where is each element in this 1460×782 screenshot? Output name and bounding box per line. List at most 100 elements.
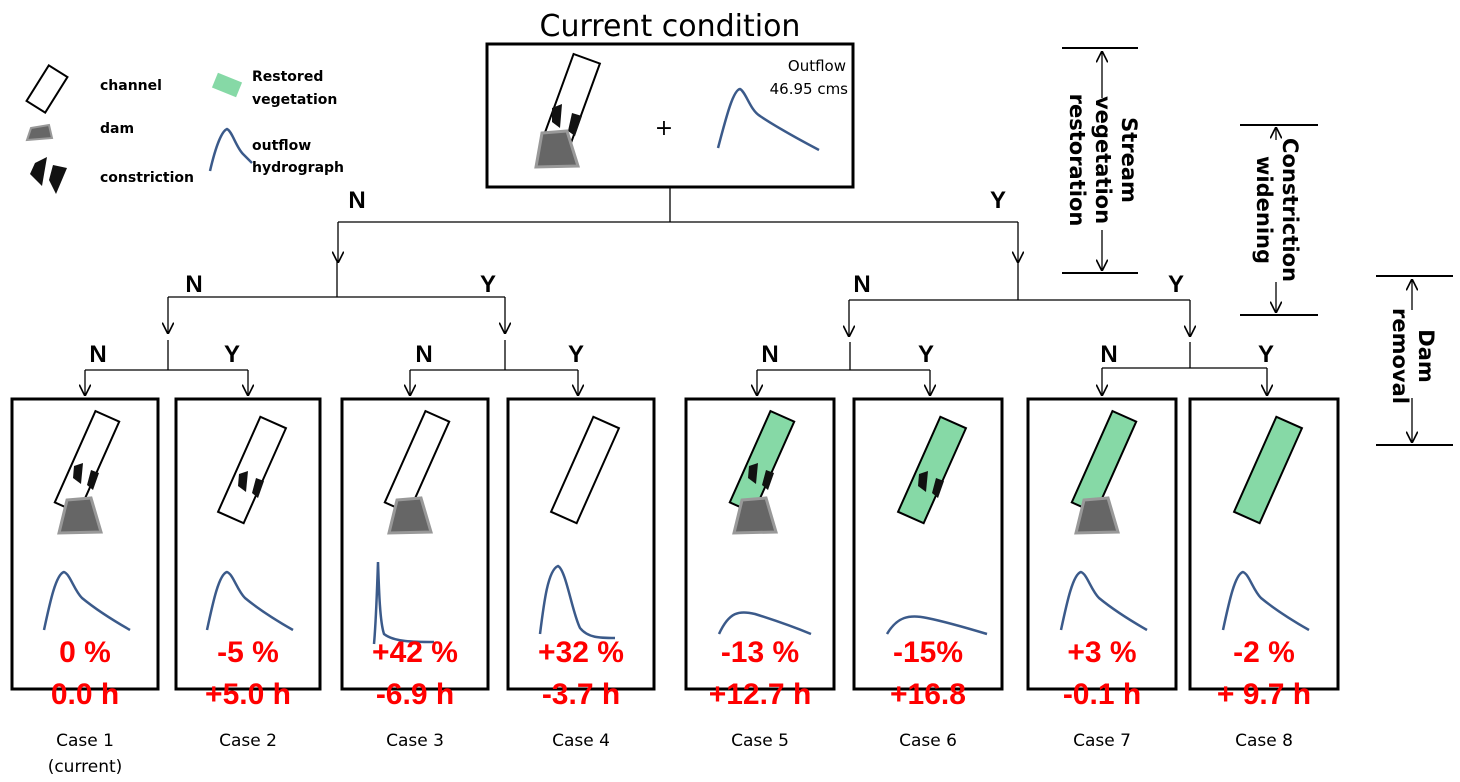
legend-vegetation-label: vegetation — [252, 92, 337, 108]
axis-dam-line2: removal — [1388, 308, 1412, 404]
case-4-hydrograph-icon — [538, 564, 616, 640]
level2-no-label-1: N — [185, 271, 202, 298]
axis-constriction-line2: widening — [1252, 156, 1276, 264]
case-4-time-change: -3.7 h — [542, 678, 620, 711]
case-1-label: Case 1 — [56, 731, 114, 751]
case-5-hydrograph-icon — [717, 611, 812, 636]
case-6-time-change: +16.8 — [890, 678, 966, 711]
case-6-box: -15% +16.8 — [852, 397, 1004, 711]
case-8-peak-change: -2 % — [1233, 636, 1295, 669]
legend-restored-label: Restored — [252, 69, 323, 85]
case-2-hydrograph-icon — [205, 570, 294, 632]
axis-dam-removal: Dam removal — [1376, 275, 1453, 446]
case-2-channel-icon — [216, 415, 288, 525]
level2-yes-label-2: Y — [1168, 271, 1184, 298]
level2-no-label-2: N — [853, 271, 870, 298]
level3-no-label-2: N — [415, 341, 432, 368]
axis-stream-line1: Stream — [1117, 117, 1141, 203]
dam-icon — [25, 123, 54, 142]
channel-icon — [25, 63, 69, 115]
case-1-dam-icon — [57, 496, 103, 535]
level1-no-label: N — [348, 187, 365, 214]
case-1-constriction-icon — [73, 463, 99, 490]
legend: channel dam constriction Restored vegeta… — [25, 63, 344, 194]
case-7-dam-icon — [1074, 496, 1120, 535]
legend-channel-label: channel — [100, 78, 162, 94]
axis-stream-line3: restoration — [1065, 94, 1089, 227]
case-1-time-change: 0.0 h — [51, 678, 119, 711]
vegetation-icon — [211, 72, 243, 98]
axis-constriction-widening: Constriction widening — [1240, 124, 1318, 316]
level3-no-label-4: N — [1100, 341, 1117, 368]
tree-connectors — [85, 187, 1267, 395]
legend-constriction-label: constriction — [100, 170, 194, 186]
case-2-label: Case 2 — [219, 731, 277, 751]
level3-yes-label-1: Y — [224, 341, 240, 368]
branch-labels: N Y N Y N Y N Y N Y N Y N Y — [89, 187, 1274, 368]
axis-constriction-line1: Constriction — [1278, 138, 1302, 282]
case-5-peak-change: -13 % — [721, 636, 799, 669]
legend-hydrograph-label: hydrograph — [252, 160, 344, 176]
case-7-peak-change: +3 % — [1067, 636, 1136, 669]
case-6-channel-icon — [896, 415, 968, 525]
case-5-constriction-icon — [748, 463, 774, 490]
case-7-label: Case 7 — [1073, 731, 1131, 751]
case-7-time-change: -0.1 h — [1063, 678, 1141, 711]
constriction-icon — [30, 157, 67, 194]
case-7-hydrograph-icon — [1059, 570, 1148, 632]
case-8-hydrograph-icon — [1221, 570, 1310, 632]
case-3-label: Case 3 — [386, 731, 444, 751]
case-2-box: -5 % +5.0 h — [174, 397, 322, 711]
level2-yes-label-1: Y — [480, 271, 496, 298]
case-4-label: Case 4 — [552, 731, 610, 751]
case-3-time-change: -6.9 h — [376, 678, 454, 711]
case-4-channel-icon — [549, 415, 621, 525]
case-1-peak-change: 0 % — [59, 636, 111, 669]
case-6-label: Case 6 — [899, 731, 957, 751]
diagram-title: Current condition — [540, 9, 801, 44]
case-1-hydrograph-icon — [42, 570, 131, 632]
case-7-box: +3 % -0.1 h — [1026, 397, 1178, 711]
case-8-box: -2 % + 9.7 h — [1188, 397, 1340, 711]
case-3-box: +42 % -6.9 h — [340, 397, 490, 711]
case-5-label: Case 5 — [731, 731, 789, 751]
case-6-peak-change: -15% — [893, 636, 963, 669]
current-plus: + — [655, 116, 673, 141]
legend-dam-label: dam — [100, 121, 134, 137]
case-6-constriction-icon — [918, 471, 944, 498]
case-6-hydrograph-icon — [885, 615, 988, 636]
case-1-sublabel: (current) — [48, 757, 123, 777]
case-4-peak-change: +32 % — [538, 636, 624, 669]
axis-dam-line1: Dam — [1414, 329, 1438, 382]
case-3-peak-change: +42 % — [372, 636, 458, 669]
case-2-constriction-icon — [238, 471, 264, 498]
current-condition-box: + Outflow 46.95 cms — [485, 42, 855, 189]
level1-yes-label: Y — [990, 187, 1006, 214]
case-3-dam-icon — [387, 496, 433, 535]
cases: 0 % 0.0 h Case 1 (current) -5 % +5.0 h Case 2 +… — [10, 397, 1340, 777]
legend-outflow-label: outflow — [252, 138, 311, 154]
case-8-time-change: + 9.7 h — [1217, 678, 1311, 711]
level3-yes-label-3: Y — [918, 341, 934, 368]
level3-no-label-1: N — [89, 341, 106, 368]
current-outflow-label: Outflow — [788, 57, 846, 75]
case-5-time-change: +12.7 h — [709, 678, 812, 711]
current-outflow-value: 46.95 cms — [770, 80, 849, 98]
level3-no-label-3: N — [761, 341, 778, 368]
case-2-time-change: +5.0 h — [205, 678, 291, 711]
case-4-box: +32 % -3.7 h — [506, 397, 656, 711]
case-5-box: -13 % +12.7 h — [684, 397, 836, 711]
case-1-box: 0 % 0.0 h — [10, 397, 160, 711]
current-dam-icon — [534, 129, 581, 169]
hydrograph-icon — [208, 127, 253, 172]
level3-yes-label-2: Y — [568, 341, 584, 368]
case-2-peak-change: -5 % — [217, 636, 279, 669]
current-constriction-icon — [552, 104, 582, 136]
axis-stream-vegetation: Stream vegetation restoration — [1062, 47, 1141, 274]
axis-stream-line2: vegetation — [1091, 96, 1115, 224]
case-3-hydrograph-icon — [372, 561, 435, 645]
case-8-channel-icon — [1232, 415, 1304, 525]
case-8-label: Case 8 — [1235, 731, 1293, 751]
current-hydrograph-icon — [716, 87, 820, 152]
